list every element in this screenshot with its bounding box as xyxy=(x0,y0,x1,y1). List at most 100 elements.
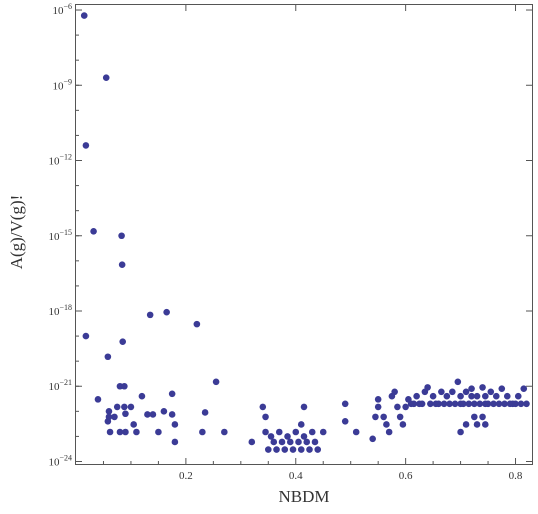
data-point xyxy=(105,413,113,421)
data-point xyxy=(396,413,404,421)
data-point xyxy=(303,438,311,446)
data-point xyxy=(297,446,305,453)
data-point xyxy=(372,413,379,421)
data-point xyxy=(471,413,478,421)
x-tick-label: 0.2 xyxy=(179,470,193,482)
data-point xyxy=(460,400,467,408)
data-point xyxy=(341,400,349,408)
data-point xyxy=(429,392,437,400)
data-point xyxy=(273,446,280,453)
x-axis-label: NBDM xyxy=(278,487,329,506)
data-point xyxy=(501,400,508,408)
data-point xyxy=(418,400,426,408)
data-point xyxy=(121,403,128,411)
data-point xyxy=(171,421,179,428)
data-point xyxy=(155,428,162,436)
data-point xyxy=(487,388,495,396)
data-point xyxy=(105,408,113,415)
data-point xyxy=(457,392,464,400)
data-point xyxy=(498,385,506,392)
data-point xyxy=(383,421,390,428)
y-axis: 10−6 10−9 10−12 10−15 10−18 10−21 10−24 xyxy=(48,2,532,468)
data-point xyxy=(424,384,431,391)
data-point xyxy=(449,388,456,396)
data-point xyxy=(306,446,313,453)
data-point xyxy=(484,400,492,408)
y-axis-label: A(g)/V(g)! xyxy=(7,195,26,270)
data-point xyxy=(82,142,90,149)
data-point xyxy=(248,438,256,446)
data-point xyxy=(385,428,393,436)
data-point xyxy=(300,403,308,411)
data-point xyxy=(160,408,168,415)
y-tick-label: 10−6 xyxy=(52,2,72,17)
data-point xyxy=(374,403,382,411)
data-point xyxy=(476,400,484,408)
data-point xyxy=(454,378,462,386)
data-point xyxy=(201,409,209,416)
data-point xyxy=(341,418,349,425)
data-point xyxy=(146,311,154,319)
data-point xyxy=(440,400,448,408)
data-point xyxy=(462,388,470,396)
y-tick-label: 10−12 xyxy=(48,153,72,168)
y-tick-label: 10−24 xyxy=(48,453,72,468)
y-tick-label: 10−21 xyxy=(48,378,72,393)
data-point xyxy=(369,435,376,443)
data-point xyxy=(380,413,387,421)
data-point xyxy=(122,410,129,418)
data-point xyxy=(102,74,110,82)
data-point xyxy=(468,392,475,400)
data-point xyxy=(435,400,442,408)
data-point xyxy=(264,446,272,453)
data-point xyxy=(149,411,157,418)
data-point xyxy=(465,400,473,408)
data-point xyxy=(471,400,478,408)
data-point xyxy=(468,385,475,392)
data-point xyxy=(94,396,102,403)
plot-frame xyxy=(75,4,533,465)
data-point xyxy=(479,384,486,391)
data-point xyxy=(427,400,434,408)
data-point xyxy=(482,421,489,428)
data-point xyxy=(281,446,289,453)
y-tick-label: 10−9 xyxy=(52,77,72,92)
data-point xyxy=(308,428,316,436)
data-point xyxy=(402,403,409,411)
data-point xyxy=(297,421,305,428)
data-point xyxy=(278,438,286,446)
data-point xyxy=(473,392,481,400)
data-point xyxy=(399,421,407,428)
data-point xyxy=(90,228,97,235)
data-point xyxy=(410,400,418,408)
data-point xyxy=(503,392,511,400)
data-point xyxy=(113,403,121,411)
x-tick-label: 0.4 xyxy=(289,470,303,482)
data-point xyxy=(289,446,297,453)
data-point xyxy=(121,382,128,390)
data-point xyxy=(138,392,146,400)
data-point xyxy=(267,433,275,440)
data-point xyxy=(262,428,269,436)
data-point xyxy=(104,353,112,361)
data-point xyxy=(523,400,530,408)
data-point xyxy=(311,438,319,446)
data-point xyxy=(284,433,291,440)
data-point xyxy=(495,400,503,408)
data-point xyxy=(394,403,401,411)
data-point xyxy=(492,392,500,400)
data-point xyxy=(118,232,125,240)
data-point xyxy=(391,388,398,396)
data-point xyxy=(163,308,170,316)
data-point xyxy=(514,392,522,400)
data-point xyxy=(111,413,118,421)
x-axis: 0.2 0.4 0.6 0.8 xyxy=(102,5,523,482)
data-point xyxy=(122,428,129,436)
data-point xyxy=(82,332,90,340)
data-point xyxy=(413,392,420,400)
data-point xyxy=(443,392,451,400)
data-point xyxy=(451,400,459,408)
data-point xyxy=(446,400,453,408)
data-point xyxy=(520,385,528,392)
data-point xyxy=(438,388,445,396)
